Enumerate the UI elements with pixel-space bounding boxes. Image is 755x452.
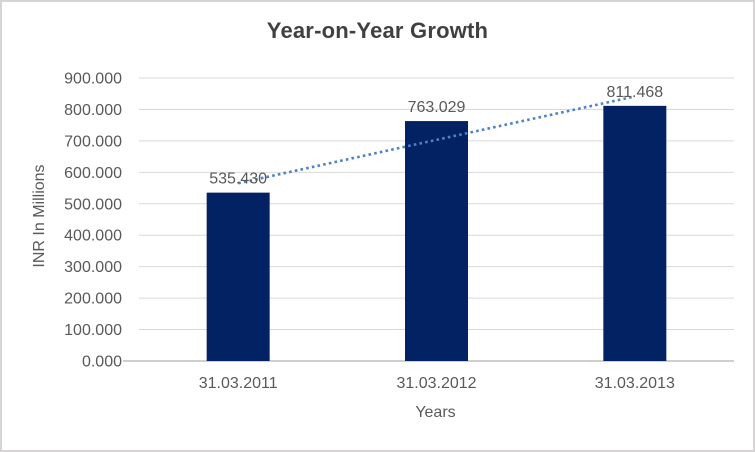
bar-31.03.2013: [603, 105, 667, 361]
y-tick-label: 200.000: [64, 291, 122, 308]
data-label: 763.029: [408, 99, 466, 116]
bar-31.03.2011: [206, 192, 270, 361]
x-category-label: 31.03.2012: [396, 375, 476, 392]
x-axis-title: Years: [415, 404, 456, 421]
data-label: 811.468: [607, 84, 664, 101]
trendline: [237, 95, 636, 185]
y-tick-label: 700.000: [64, 133, 122, 150]
y-tick-label: 500.000: [64, 196, 122, 213]
x-category-label: 31.03.2011: [199, 375, 278, 392]
y-tick-label: 900.000: [64, 71, 122, 88]
bar-31.03.2012: [405, 121, 468, 362]
y-tick-label: 600.000: [64, 165, 122, 182]
y-tick-label: 0.000: [82, 354, 122, 371]
x-category-label: 31.03.2013: [595, 375, 675, 392]
chart-title: Year-on-Year Growth: [266, 18, 489, 43]
y-tick-label: 800.000: [64, 102, 122, 119]
data-label: 535.430: [209, 171, 267, 188]
y-tick-label: 300.000: [64, 259, 122, 276]
y-tick-label: 400.000: [64, 228, 122, 245]
y-tick-label: 100.000: [64, 322, 122, 339]
